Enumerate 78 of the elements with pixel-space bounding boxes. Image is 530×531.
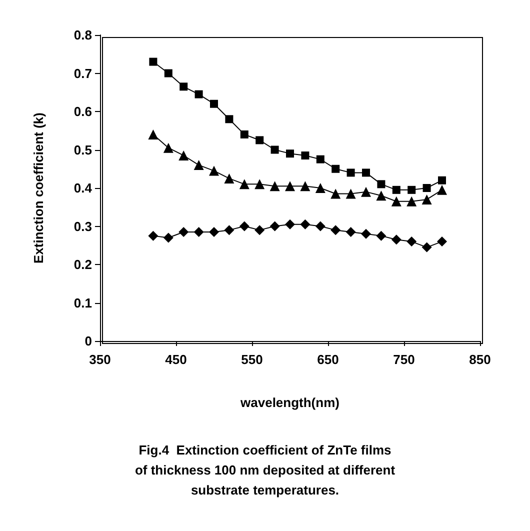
point bbox=[285, 181, 295, 192]
y-axis-title: Extinction coefficient (k) bbox=[31, 112, 46, 264]
point bbox=[301, 151, 310, 160]
point bbox=[194, 90, 203, 98]
point bbox=[315, 221, 326, 232]
y-tick-label: 0.8 bbox=[74, 28, 92, 42]
point bbox=[408, 186, 416, 194]
point bbox=[300, 181, 310, 192]
point bbox=[361, 228, 371, 239]
point bbox=[256, 136, 264, 144]
point bbox=[330, 225, 341, 236]
point bbox=[377, 180, 386, 188]
point bbox=[315, 183, 326, 193]
point bbox=[180, 82, 188, 91]
point bbox=[422, 194, 432, 204]
point bbox=[210, 100, 218, 108]
point bbox=[209, 166, 219, 176]
point bbox=[422, 242, 432, 252]
point bbox=[270, 221, 280, 232]
point bbox=[376, 230, 386, 241]
point bbox=[224, 173, 234, 184]
point bbox=[270, 181, 280, 192]
x-tick-label: 850 bbox=[469, 352, 491, 367]
point bbox=[346, 226, 356, 237]
point bbox=[164, 69, 172, 78]
point bbox=[330, 188, 341, 199]
point bbox=[239, 179, 250, 190]
x-tick-label: 350 bbox=[89, 352, 111, 367]
point bbox=[148, 230, 158, 241]
x-axis-title: wavelength(nm) bbox=[240, 395, 340, 410]
point bbox=[285, 219, 295, 230]
y-tick-label: 0.2 bbox=[74, 257, 92, 272]
y-tick-label: 0.7 bbox=[74, 66, 92, 81]
point bbox=[422, 184, 431, 192]
y-tick-label: 0 bbox=[84, 334, 92, 348]
point bbox=[406, 236, 417, 247]
y-tick-label: 0.3 bbox=[74, 218, 92, 234]
point bbox=[391, 196, 402, 206]
y-tick-label: 0.1 bbox=[74, 295, 92, 310]
point bbox=[163, 232, 174, 243]
point bbox=[361, 186, 371, 197]
point bbox=[224, 225, 234, 236]
y-tick-label: 0.6 bbox=[74, 104, 92, 119]
point bbox=[391, 234, 402, 245]
point bbox=[254, 225, 265, 236]
point bbox=[346, 188, 356, 199]
point bbox=[194, 160, 204, 170]
point bbox=[163, 142, 174, 153]
point bbox=[178, 226, 189, 237]
point bbox=[270, 146, 279, 154]
point bbox=[254, 179, 265, 190]
y-tick-label: 0.5 bbox=[74, 142, 92, 158]
x-tick-label: 450 bbox=[165, 352, 187, 367]
point bbox=[240, 130, 248, 138]
point bbox=[437, 184, 447, 195]
point bbox=[406, 196, 417, 206]
caption: Fig.4 Extinction coefficient of ZnTe films of thickness 100 nm deposited at different substrate temperatures. bbox=[134, 442, 396, 498]
point bbox=[438, 176, 446, 184]
point bbox=[149, 58, 158, 66]
point bbox=[346, 168, 355, 177]
y-tick-label: 0.4 bbox=[74, 180, 93, 196]
point bbox=[316, 155, 324, 164]
point bbox=[286, 150, 294, 158]
point bbox=[225, 115, 234, 124]
point bbox=[362, 168, 370, 177]
x-tick-label: 650 bbox=[317, 352, 339, 367]
point bbox=[209, 226, 219, 237]
x-tick-label: 550 bbox=[241, 352, 263, 367]
point bbox=[300, 219, 310, 230]
point bbox=[437, 236, 447, 247]
point bbox=[332, 164, 340, 173]
point bbox=[239, 221, 250, 232]
point bbox=[194, 226, 204, 237]
point bbox=[376, 190, 386, 201]
point bbox=[178, 150, 189, 160]
point bbox=[392, 186, 400, 194]
point bbox=[148, 129, 158, 140]
x-tick-label: 750 bbox=[393, 352, 415, 367]
